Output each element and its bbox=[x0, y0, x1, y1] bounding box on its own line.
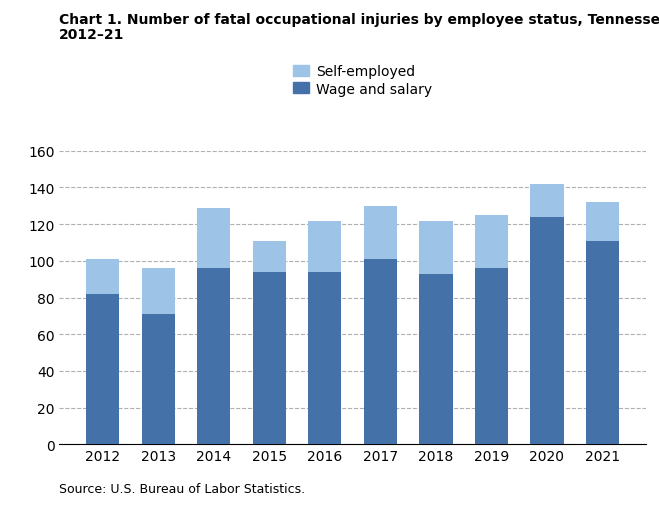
Bar bbox=[197, 269, 231, 444]
Bar bbox=[308, 272, 341, 444]
Bar bbox=[419, 221, 453, 274]
Text: Source: U.S. Bureau of Labor Statistics.: Source: U.S. Bureau of Labor Statistics. bbox=[59, 482, 305, 495]
Bar bbox=[252, 241, 286, 272]
Bar bbox=[86, 260, 119, 294]
Bar bbox=[252, 272, 286, 444]
Bar bbox=[474, 269, 508, 444]
Bar bbox=[364, 207, 397, 260]
Bar bbox=[586, 241, 619, 444]
Text: Chart 1. Number of fatal occupational injuries by employee status, Tennessee,: Chart 1. Number of fatal occupational in… bbox=[59, 13, 659, 27]
Bar bbox=[86, 294, 119, 444]
Bar bbox=[364, 260, 397, 444]
Bar bbox=[586, 203, 619, 241]
Bar bbox=[530, 217, 563, 444]
Text: 2012–21: 2012–21 bbox=[59, 28, 125, 42]
Bar bbox=[197, 208, 231, 269]
Legend: Self-employed, Wage and salary: Self-employed, Wage and salary bbox=[293, 65, 432, 96]
Bar bbox=[530, 184, 563, 217]
Bar bbox=[308, 221, 341, 272]
Bar bbox=[474, 216, 508, 269]
Bar bbox=[142, 269, 175, 315]
Bar bbox=[142, 315, 175, 444]
Bar bbox=[419, 274, 453, 444]
